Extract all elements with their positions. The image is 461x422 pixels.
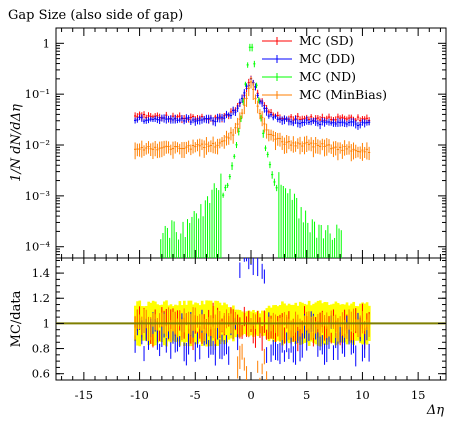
top-y-axis-ticks: 1 10⁻¹ 10⁻² 10⁻³ 10⁻⁴ bbox=[25, 27, 446, 259]
legend-entry: MC (SD) bbox=[299, 33, 354, 48]
legend-entry: MC (DD) bbox=[299, 51, 355, 66]
ratio-y-tick-label: 0.8 bbox=[32, 342, 50, 356]
top-y-tick-label: 1 bbox=[43, 36, 50, 50]
x-tick-label: -15 bbox=[75, 388, 94, 402]
ratio-y-tick-label: 1.2 bbox=[32, 291, 50, 305]
top-y-tick-label: 10⁻¹ bbox=[25, 87, 50, 101]
x-tick-label: 5 bbox=[303, 388, 310, 402]
ratio-y-axis-ticks: 0.6 0.8 1 1.2 1.4 bbox=[32, 260, 446, 381]
series-mc--minbias- bbox=[134, 76, 371, 162]
legend-entry: MC (MinBias) bbox=[299, 87, 387, 102]
x-tick-label: -5 bbox=[190, 388, 201, 402]
x-axis-ticks: -15 -10 -5 0 5 10 15 bbox=[61, 28, 441, 402]
ratio-y-axis-label: MC/data bbox=[9, 290, 24, 347]
top-plot-frame bbox=[55, 27, 447, 259]
top-series-layer bbox=[134, 43, 371, 258]
top-y-tick-label: 10⁻² bbox=[25, 138, 50, 152]
series-mc--nd- bbox=[160, 43, 342, 258]
chart-title: Gap Size (also side of gap) bbox=[8, 8, 183, 23]
x-tick-label: 10 bbox=[355, 388, 370, 402]
top-y-axis-label: 1/N dN/dΔη bbox=[9, 104, 24, 182]
x-tick-label: -10 bbox=[130, 388, 149, 402]
legend: MC (SD) MC (DD) MC (ND) MC (MinBias) bbox=[262, 33, 387, 102]
legend-entry: MC (ND) bbox=[299, 69, 356, 84]
ratio-y-tick-label: 1 bbox=[43, 316, 50, 330]
top-y-tick-label: 10⁻³ bbox=[25, 189, 51, 203]
series-mc--dd- bbox=[134, 76, 371, 130]
ratio-y-tick-label: 0.6 bbox=[32, 367, 50, 381]
ratio-y-tick-label: 1.4 bbox=[32, 266, 50, 280]
x-axis-label: Δη bbox=[426, 403, 444, 418]
top-y-tick-label: 10⁻⁴ bbox=[25, 240, 51, 254]
x-tick-label: 0 bbox=[247, 388, 254, 402]
x-tick-label: 15 bbox=[411, 388, 426, 402]
